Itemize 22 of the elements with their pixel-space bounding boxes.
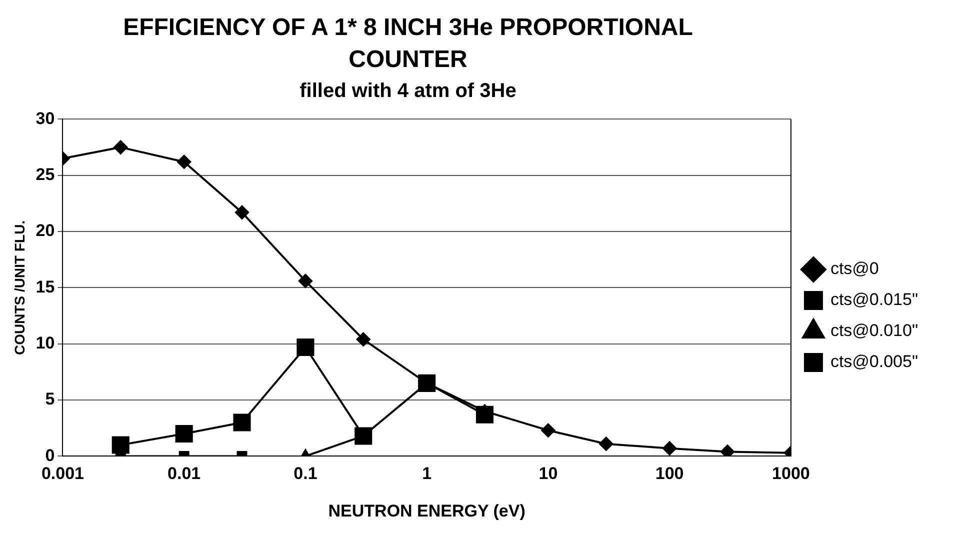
x-tick-label: 1	[422, 464, 432, 484]
legend-label: cts@0	[830, 259, 879, 278]
y-tick-label: 0	[45, 446, 55, 465]
x-tick-label: 1000	[772, 464, 810, 484]
legend-label: cts@0.010"	[830, 321, 918, 340]
y-tick-label: 30	[36, 108, 55, 128]
x-tick-label: 0.001	[41, 464, 84, 484]
y-tick-label: 15	[36, 277, 55, 296]
x-tick-label: 10	[538, 464, 558, 484]
x-tick-label: 0.01	[168, 464, 201, 484]
x-axis-title: NEUTRON ENERGY (eV)	[328, 501, 526, 520]
legend-label: cts@0.015"	[830, 290, 918, 310]
y-tick-label: 10	[36, 334, 55, 353]
legend-label: cts@0.005"	[830, 352, 918, 372]
chart-title: EFFICIENCY OF A 1* 8 INCH 3He PROPORTIONAL COUNTER	[122, 13, 694, 75]
x-tick-label: 0.1	[294, 464, 318, 484]
chart-subtitle: filled with 4 atm of 3He	[298, 79, 518, 104]
y-axis-title: COUNTS /UNIT FLU.	[11, 220, 28, 355]
y-tick-label: 20	[36, 221, 55, 240]
y-tick-label: 25	[36, 165, 55, 184]
y-tick-label: 5	[45, 390, 55, 409]
x-tick-label: 100	[655, 464, 684, 484]
